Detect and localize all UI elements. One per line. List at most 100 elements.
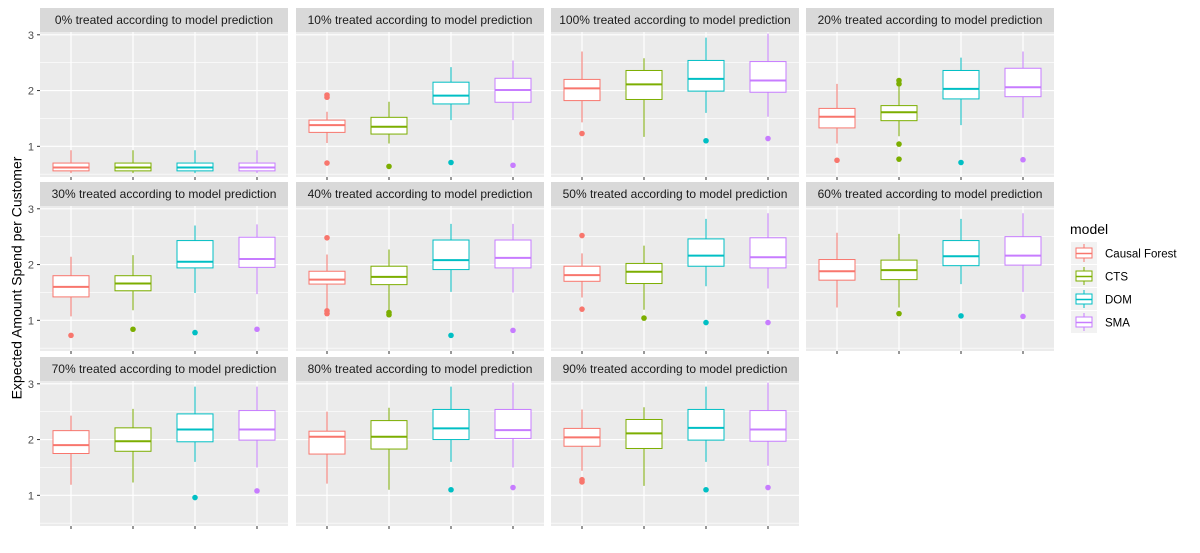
facet-panel: 0% treated according to model prediction… <box>28 8 288 180</box>
outlier-point <box>579 306 585 312</box>
box-causal-forest <box>563 409 601 485</box>
box-sma <box>494 223 532 334</box>
outlier-point <box>834 157 840 164</box>
box-cts <box>370 101 408 170</box>
outlier-point <box>68 332 74 339</box>
box-dom <box>942 218 980 319</box>
box-iqr <box>625 262 663 285</box>
legend-entry: SMA <box>1071 311 1130 333</box>
box-cts <box>880 233 918 317</box>
box-dom <box>432 223 470 339</box>
box-causal-forest <box>563 232 601 312</box>
y-tick-label: 1 <box>28 490 34 502</box>
legend-entry: DOM <box>1071 288 1132 310</box>
box-iqr <box>942 69 980 100</box>
box-dom <box>687 37 725 144</box>
outlier-point <box>192 494 198 501</box>
box-sma <box>238 386 276 494</box>
box-iqr <box>494 239 532 269</box>
facet-strip <box>551 182 799 206</box>
box-iqr <box>432 81 470 105</box>
outlier-point <box>896 310 902 317</box>
outlier-point <box>510 327 516 334</box>
facet-title: 30% treated according to model predictio… <box>52 187 277 201</box>
outlier-point <box>703 137 709 144</box>
legend-entry: Causal Forest <box>1071 242 1177 264</box>
box-causal-forest <box>563 51 601 137</box>
box-cts <box>370 249 408 318</box>
box-iqr <box>176 240 214 269</box>
facet-panel: 60% treated according to model predictio… <box>806 182 1054 354</box>
facet-strip <box>40 182 288 206</box>
box-sma <box>749 213 787 326</box>
box-iqr <box>238 236 276 268</box>
facet-strip <box>806 8 1054 32</box>
box-dom <box>176 386 214 501</box>
outlier-point <box>448 332 454 339</box>
outlier-point <box>448 486 454 493</box>
facet-title: 10% treated according to model predictio… <box>308 13 533 27</box>
box-cts <box>625 245 663 321</box>
facet-title: 90% treated according to model predictio… <box>563 362 788 376</box>
y-axis-title: Expected Amount Spend per Customer <box>9 156 25 399</box>
box-iqr <box>563 265 601 282</box>
outlier-point <box>510 484 516 491</box>
box-cts <box>880 77 918 162</box>
box-sma <box>749 382 787 491</box>
outlier-point <box>324 160 330 166</box>
panel-background <box>551 32 799 177</box>
legend: model Causal Forest CTS DOM SMA <box>1070 221 1177 333</box>
outlier-point <box>579 476 585 483</box>
y-tick-label: 3 <box>28 379 34 391</box>
box-causal-forest <box>818 83 856 164</box>
facet-title: 80% treated according to model predictio… <box>308 362 533 376</box>
y-tick-label: 3 <box>28 30 34 42</box>
box-causal-forest <box>52 150 90 174</box>
outlier-point <box>1020 313 1026 320</box>
facet-strip <box>551 8 799 32</box>
box-iqr <box>176 413 214 443</box>
box-cts <box>625 58 663 137</box>
facet-panel: 70% treated according to model predictio… <box>28 357 288 529</box>
outlier-point <box>448 159 454 166</box>
outlier-point <box>324 308 330 314</box>
facet-panel: 50% treated according to model predictio… <box>551 182 799 354</box>
box-iqr <box>114 427 152 452</box>
y-tick-label: 2 <box>28 435 34 447</box>
facet-strip <box>296 357 544 381</box>
outlier-point <box>579 130 585 137</box>
facet-panel: 10% treated according to model predictio… <box>296 8 544 180</box>
box-sma <box>238 224 276 333</box>
box-sma <box>749 33 787 142</box>
facet-title: 20% treated according to model predictio… <box>818 13 1043 27</box>
y-tick-label: 2 <box>28 260 34 272</box>
outlier-point <box>765 319 771 326</box>
box-sma <box>238 150 276 174</box>
panel-background <box>551 381 799 526</box>
outlier-point <box>896 141 902 147</box>
outlier-point <box>1020 156 1026 163</box>
outlier-point <box>324 92 330 98</box>
box-causal-forest <box>52 256 90 339</box>
box-causal-forest <box>308 234 346 317</box>
box-iqr <box>308 270 346 285</box>
box-dom <box>176 225 214 336</box>
box-iqr <box>308 119 346 133</box>
y-tick-label: 2 <box>28 86 34 98</box>
outlier-point <box>254 488 260 494</box>
y-tick-label: 1 <box>28 141 34 153</box>
box-iqr <box>370 265 408 286</box>
box-iqr <box>942 240 980 267</box>
outlier-point <box>641 315 647 321</box>
outlier-point <box>386 163 392 170</box>
box-iqr <box>1004 67 1042 98</box>
box-causal-forest <box>52 415 90 485</box>
facet-title: 0% treated according to model prediction <box>55 13 273 27</box>
facet-title: 100% treated according to model predicti… <box>559 13 790 27</box>
legend-title: model <box>1070 221 1108 237</box>
box-iqr <box>370 116 408 135</box>
box-iqr <box>52 430 90 454</box>
facet-panel: 30% treated according to model predictio… <box>28 182 288 354</box>
legend-label: Causal Forest <box>1105 249 1177 261</box>
